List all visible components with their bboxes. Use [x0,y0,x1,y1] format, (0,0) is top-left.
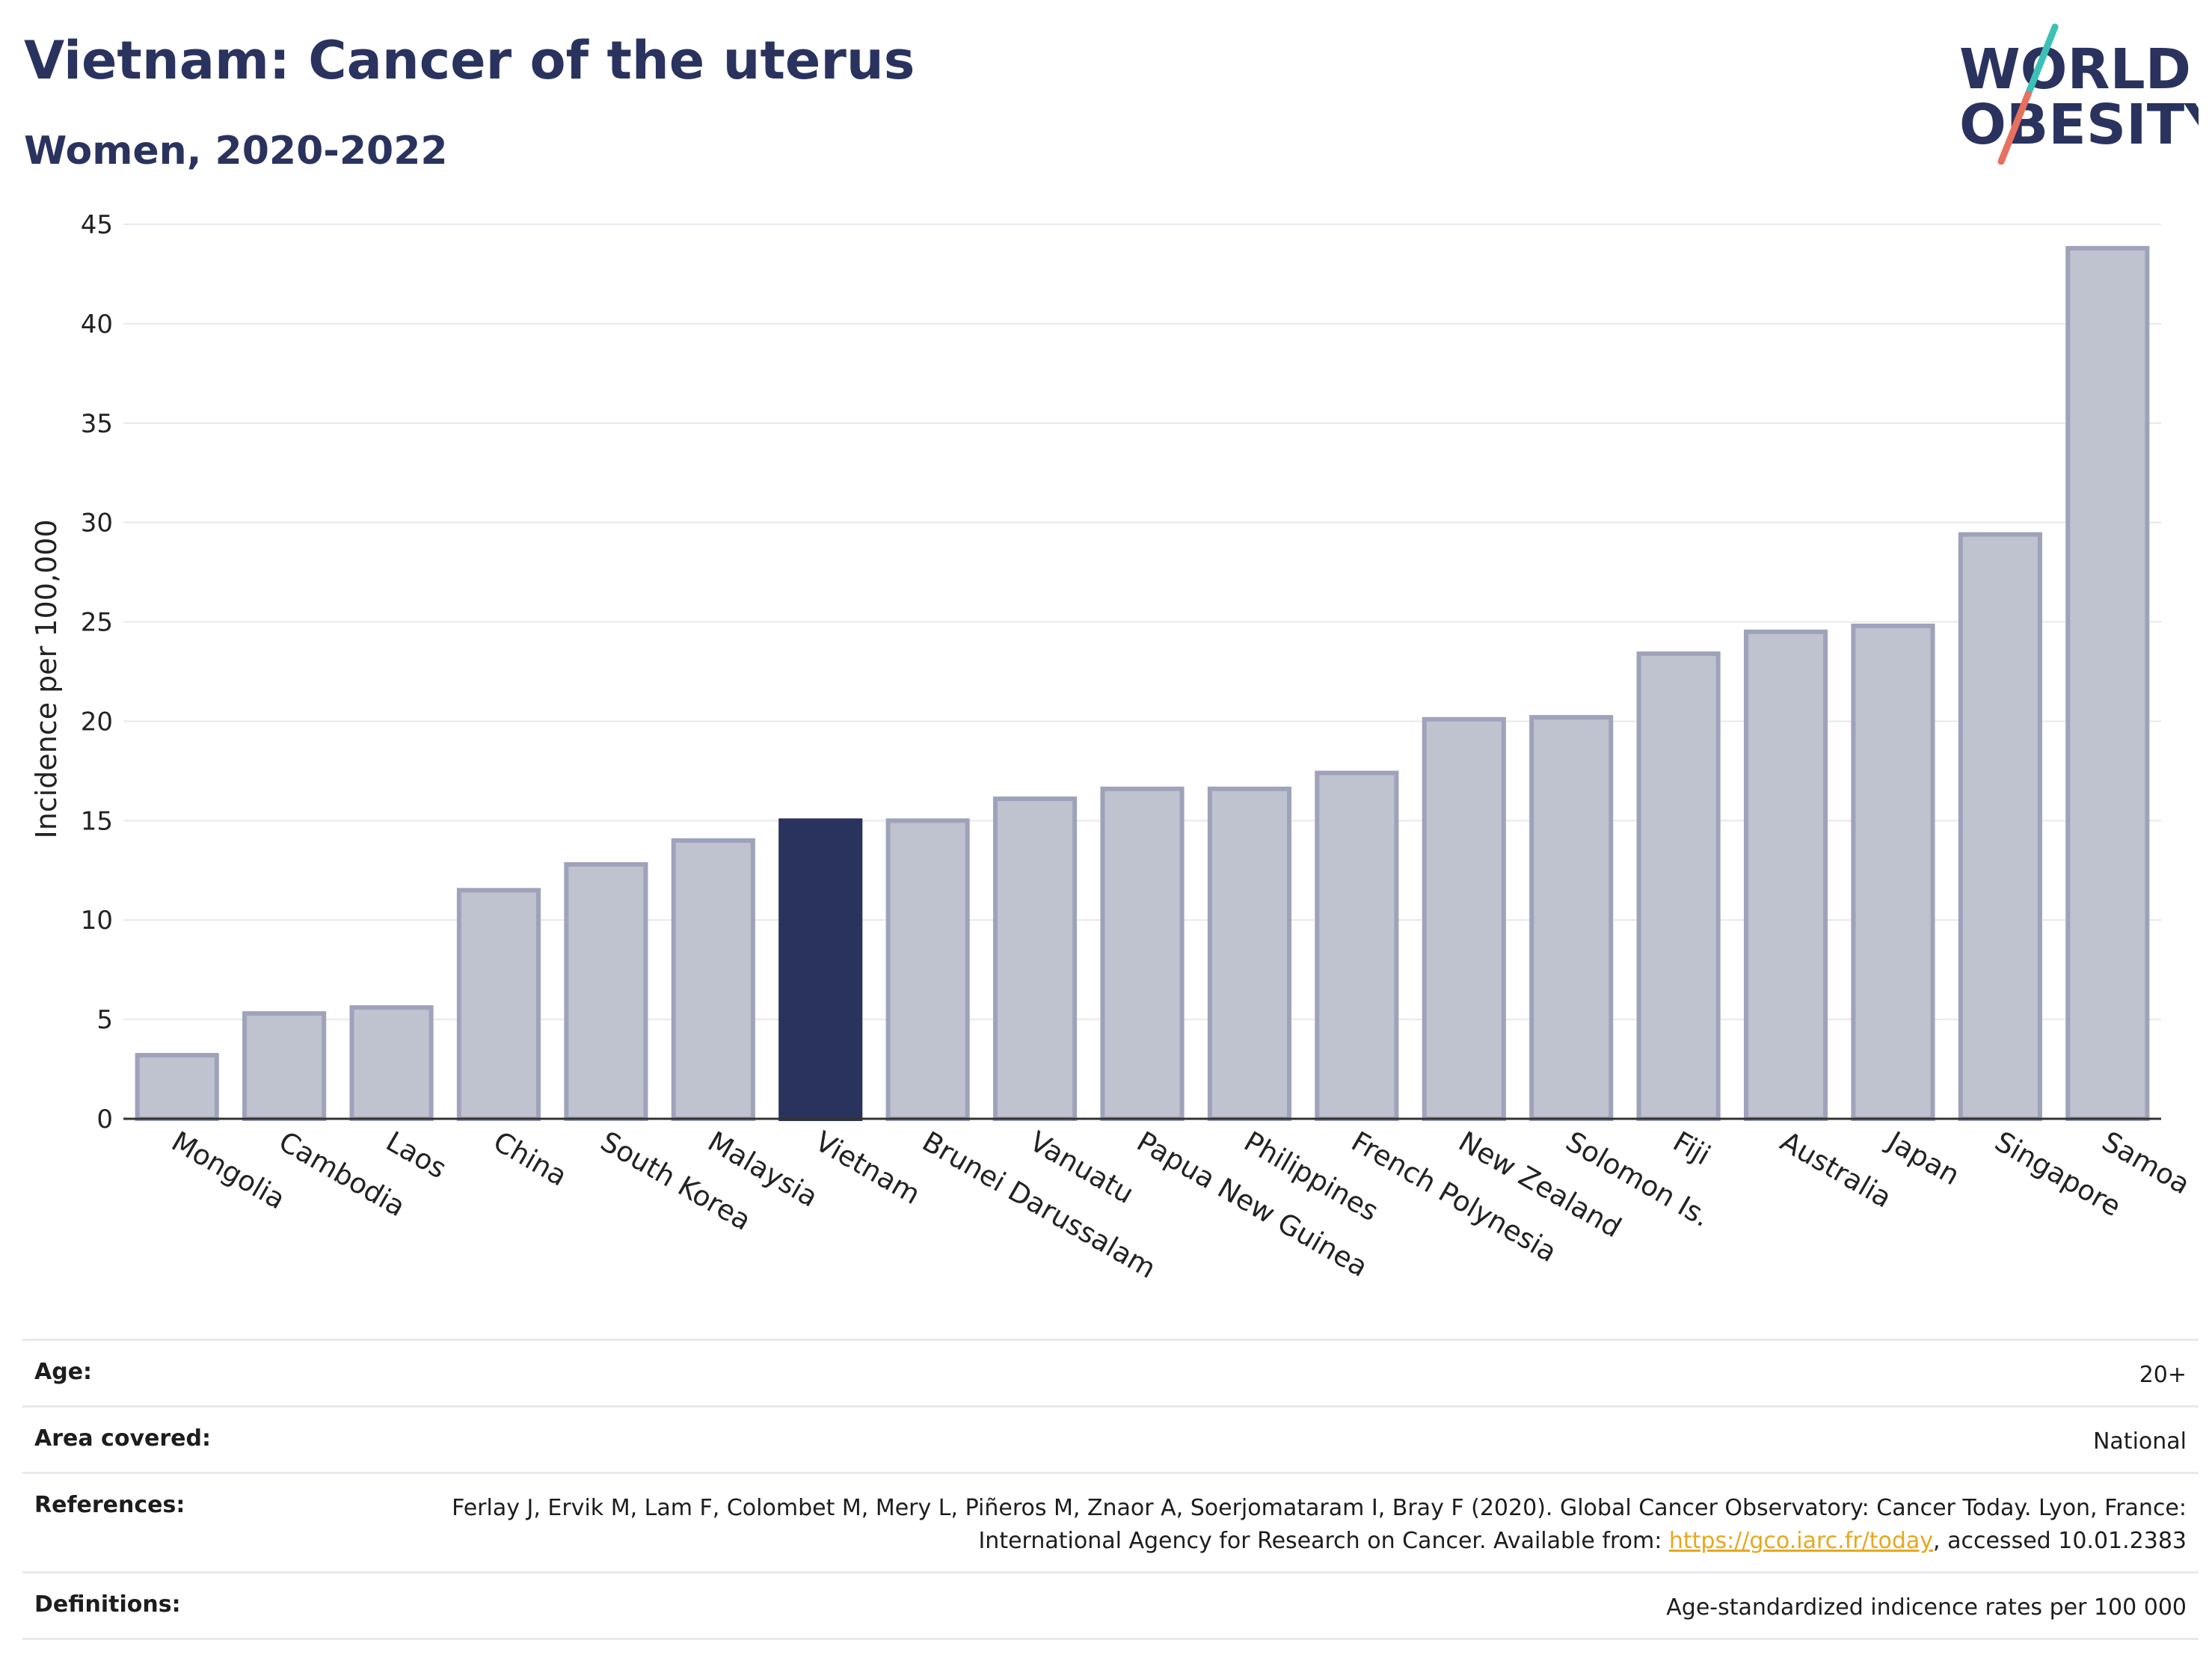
info-value: Ferlay J, Ervik M, Lam F, Colombet M, Me… [319,1492,2187,1558]
bar-vanuatu [993,796,1078,1121]
bar-solomon-is [1529,715,1614,1121]
x-tick-label: Fiji [1668,1126,1715,1172]
logo-slash-teal [2024,23,2059,98]
info-key: Definitions: [34,1591,181,1618]
x-tick-label: Vietnam [810,1126,926,1211]
bar-japan [1851,623,1935,1121]
info-row-age: Age: 20+ [22,1339,2199,1405]
bar-samoa [2065,245,2150,1122]
info-table: Age: 20+ Area covered: National Referenc… [22,1339,2199,1640]
bar-new-zealand [1422,716,1506,1121]
x-tick-label: China [488,1126,572,1193]
y-tick-label: 5 [96,1005,113,1035]
info-row-area: Area covered: National [22,1405,2199,1472]
bar-papua-new-guinea [1100,786,1185,1121]
y-tick-label: 15 [81,806,113,836]
x-tick-label: Australia [1775,1126,1897,1215]
bar-mongolia [135,1052,219,1122]
logo-slash-coral [1997,90,2032,165]
bar-singapore [1958,532,2042,1121]
bars [135,245,2150,1122]
bar-malaysia [671,838,755,1122]
y-tick-label: 30 [81,509,113,538]
bar-cambodia [242,1011,327,1122]
bar-fiji [1636,651,1721,1121]
bar-south-korea [564,862,648,1121]
y-tick-label: 25 [81,608,113,638]
chart-title: Vietnam: Cancer of the uterus [24,30,915,91]
info-key: Age: [34,1359,93,1385]
info-key: Area covered: [34,1425,211,1452]
bar-french-polynesia [1315,770,1399,1121]
bar-laos [349,1005,434,1121]
info-row-references: References: Ferlay J, Ervik M, Lam F, Co… [22,1472,2199,1571]
logo-line1: WORLD [1959,37,2191,102]
world-obesity-logo: WORLD OBESITY [1959,23,2199,165]
bar-vietnam [778,818,863,1122]
x-tick-label: Japan [1881,1125,1965,1192]
reference-link[interactable]: https://gco.iarc.fr/today [1668,1528,1934,1554]
reference-text: Ferlay J, Ervik M, Lam F, Colombet M, Me… [452,1495,2187,1554]
reference-accessed: , accessed 10.01.2383 [1933,1528,2187,1554]
x-tick-label: Mongolia [166,1126,290,1216]
y-tick-label: 35 [81,409,113,439]
bar-philippines [1207,786,1291,1121]
bar-australia [1743,629,1828,1121]
y-tick-label: 0 [96,1105,113,1134]
y-axis-label: Incidence per 100,000 [30,519,63,838]
y-tick-label: 40 [81,310,113,340]
info-key: References: [34,1492,185,1518]
info-row-definitions: Definitions: Age-standardized indicence … [22,1571,2199,1640]
chart-subtitle: Women, 2020-2022 [24,129,448,174]
y-tick-label: 45 [81,210,113,240]
info-value: Age-standardized indicence rates per 100… [1666,1594,2187,1621]
x-tick-label: Laos [381,1126,452,1185]
bar-china [456,888,541,1122]
y-tick-labels: 0 5 10 15 20 25 30 35 40 45 [81,210,113,1134]
bar-brunei-darussalam [885,818,970,1122]
info-value: National [2092,1428,2187,1455]
y-tick-label: 20 [81,707,113,737]
logo-line2: OBESITY [1959,93,2199,157]
y-tick-label: 10 [81,906,113,936]
info-value: 20+ [2139,1362,2187,1388]
